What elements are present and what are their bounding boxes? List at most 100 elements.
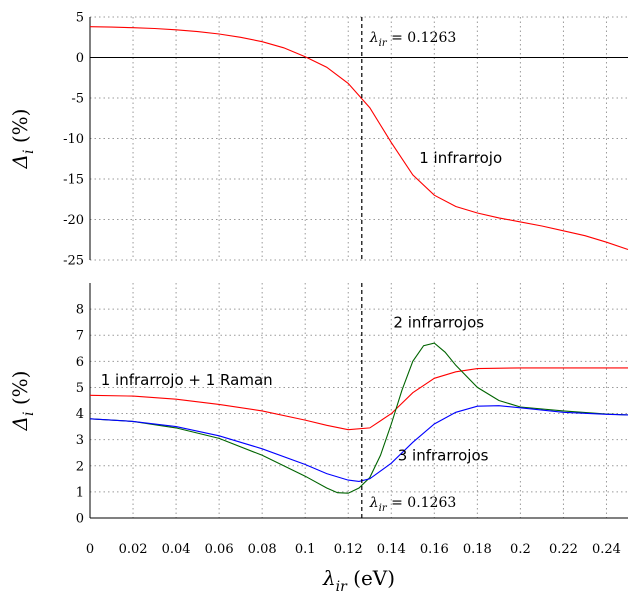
bottom-series-1-point [455, 365, 456, 366]
bottom-series-0-point [563, 367, 564, 368]
bottom-y-tick-label: 5 [76, 381, 84, 396]
bottom-y-tick-label: 6 [76, 355, 84, 370]
bottom-series-1-point [262, 455, 263, 456]
top-series-0-point [606, 242, 607, 243]
bottom-series-0-point [434, 378, 435, 379]
bottom-series-2-point [348, 480, 349, 481]
bottom-series-0-point [477, 368, 478, 369]
top-series-0-point [541, 225, 542, 226]
bottom-series-0-point [326, 425, 327, 426]
bottom-series-2-point [412, 442, 413, 443]
bottom-series-2-line [89, 405, 629, 482]
top-series-0-point [154, 28, 155, 29]
top-y-tick-label: 0 [76, 51, 84, 66]
bottom-series-1-point [423, 345, 424, 346]
x-tick-label: 0.22 [549, 542, 578, 557]
bottom-series-1-point [348, 493, 349, 494]
bottom-panel: 0 1 2 3 4 5 6 7 8 Δi (%) λir = 0.1263 2 infrarrojos… [8, 283, 629, 527]
bottom-series-0-point [369, 427, 370, 428]
top-y-tick-label: -5 [71, 92, 84, 107]
bottom-series-0-point [262, 410, 263, 411]
bottom-series-0-line [89, 367, 628, 431]
bottom-series-2-point [434, 423, 435, 424]
bottom-series-1-point [412, 361, 413, 362]
bottom-threshold-label: λir = 0.1263 [369, 495, 456, 514]
bottom-annotation: 1 infrarrojo + 1 Raman [101, 371, 273, 389]
bottom-series-2-point [563, 412, 564, 413]
top-y-tick-label: 5 [76, 11, 84, 26]
x-tick-label: 0.16 [420, 542, 449, 557]
bottom-y-tick-label: 1 [76, 485, 84, 500]
bottom-series-2-point [262, 448, 263, 449]
top-y-axis-label: Δi (%) [8, 109, 37, 170]
bottom-series-1-point [219, 438, 220, 439]
bottom-series-1-point [477, 387, 478, 388]
bottom-series-1-point [337, 492, 338, 493]
bottom-series-0-point [305, 419, 306, 420]
top-series-0-point [584, 235, 585, 236]
bottom-y-tick-label: 8 [76, 303, 84, 318]
bottom-series-1-point [498, 400, 499, 401]
x-tick-label: 0 [86, 542, 94, 557]
bottom-series-1-point [358, 487, 359, 488]
top-series-0-point [219, 33, 220, 34]
x-tick-label: 0.02 [119, 542, 148, 557]
bottom-y-tick-label: 0 [76, 512, 84, 527]
bottom-series-1-point [326, 487, 327, 488]
x-tick-label: 0.2 [510, 542, 531, 557]
top-threshold-label: λir = 0.1263 [369, 30, 456, 49]
top-series-0-point [175, 29, 176, 30]
x-tick-label: 0.14 [377, 542, 406, 557]
top-annotation: 1 infrarrojo [419, 149, 502, 167]
top-series-0-point [132, 27, 133, 28]
bottom-series-1-point [175, 427, 176, 428]
bottom-series-0-point [132, 395, 133, 396]
x-tick-label: 0.08 [248, 542, 277, 557]
bottom-annotation: 3 infrarrojos [398, 447, 489, 465]
bottom-series-0-point [348, 429, 349, 430]
top-series-0-point [627, 249, 628, 250]
bottom-series-2-point [89, 418, 90, 419]
x-tick-label: 0.18 [463, 542, 492, 557]
top-series-0-point [111, 27, 112, 28]
top-series-0-point [391, 142, 392, 143]
bottom-series-2-point [477, 406, 478, 407]
bottom-series-1-line [89, 342, 629, 494]
top-series-0-point [240, 37, 241, 38]
top-series-0-point [563, 230, 564, 231]
top-series-0-point [498, 217, 499, 218]
top-series-0-point [348, 83, 349, 84]
x-axis: 0 0.02 0.04 0.06 0.08 0.1 0.12 0.14 0.16 0.18 0.2 0… [86, 542, 621, 595]
x-axis-label: λir (eV) [322, 566, 395, 595]
top-series-0-point [520, 221, 521, 222]
bottom-y-tick-label: 3 [76, 433, 84, 448]
bottom-series-0-point [412, 392, 413, 393]
bottom-series-2-point [132, 421, 133, 422]
top-series-0-point [369, 107, 370, 108]
bottom-series-0-point [606, 367, 607, 368]
bottom-series-2-point [391, 463, 392, 464]
bottom-y-tick-label: 2 [76, 459, 84, 474]
top-y-tick-label: -25 [63, 254, 84, 269]
bottom-series-0-point [89, 395, 90, 396]
bottom-series-0-point [219, 404, 220, 405]
bottom-series-1-point [563, 410, 564, 411]
bottom-series-2-point [627, 414, 628, 415]
bottom-series-2-point [369, 478, 370, 479]
bottom-series-1-point [391, 423, 392, 424]
bottom-series-2-point [606, 414, 607, 415]
top-panel: 5 0 -5 -10 -15 -20 -25 Δi (%) λir = 0.1263 1 infr… [8, 11, 629, 269]
bottom-series-2-point [455, 412, 456, 413]
bottom-series-2-point [520, 407, 521, 408]
bottom-y-tick-label: 4 [76, 407, 84, 422]
top-series-0-point [477, 212, 478, 213]
x-tick-label: 0.24 [592, 542, 621, 557]
bottom-annotation: 2 infrarrojos [393, 313, 484, 331]
bottom-series-0-point [391, 413, 392, 414]
bottom-series-0-point [520, 367, 521, 368]
bottom-series-2-point [358, 481, 359, 482]
top-series-0-point [434, 195, 435, 196]
top-series-0-point [455, 206, 456, 207]
